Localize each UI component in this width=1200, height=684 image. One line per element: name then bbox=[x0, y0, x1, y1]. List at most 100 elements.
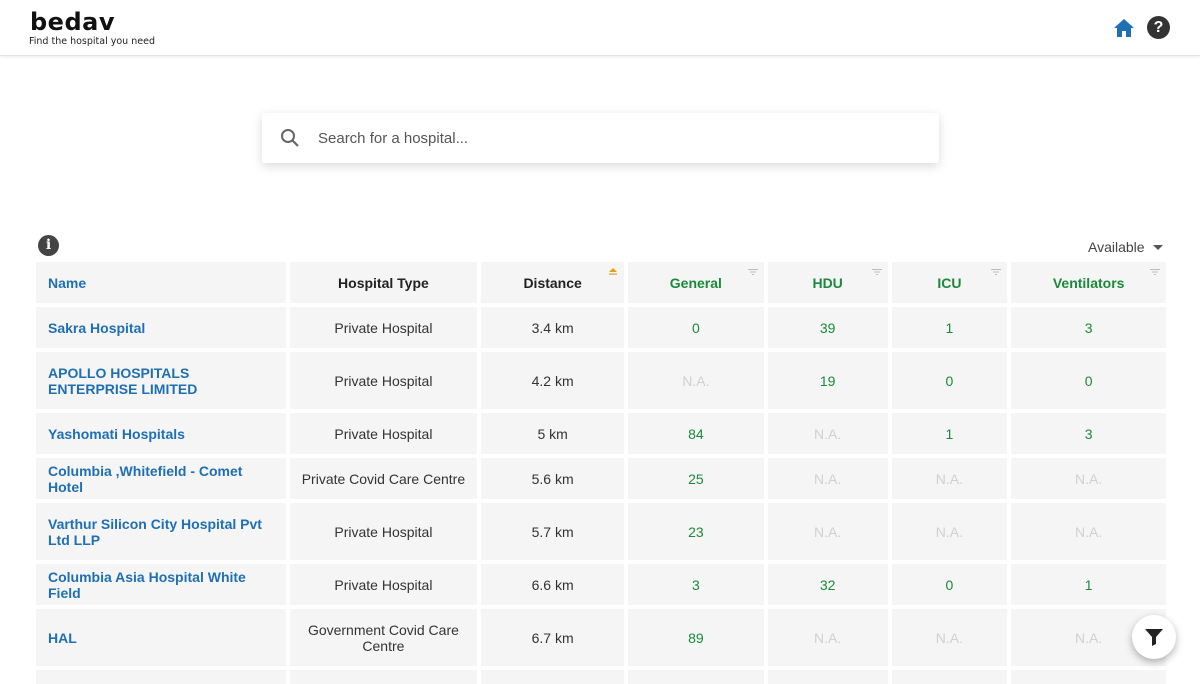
filter-button[interactable] bbox=[1132, 615, 1176, 659]
home-icon[interactable] bbox=[1112, 16, 1136, 40]
availability-dropdown-label: Available bbox=[1088, 239, 1145, 255]
ventilators-cell: 1 bbox=[1011, 564, 1166, 605]
column-header-name[interactable]: Name bbox=[36, 262, 286, 303]
icu-cell: N.A. bbox=[891, 458, 1008, 499]
hospital-type-cell: Private Hospital bbox=[289, 352, 478, 409]
brand[interactable]: bedav Find the hospital you need bbox=[29, 8, 155, 48]
table-row[interactable]: HAL Government Covid Care Centre 6.7 km … bbox=[36, 609, 1166, 666]
info-icon[interactable]: i bbox=[38, 235, 59, 256]
hospital-name-link[interactable]: APOLLO HOSPITALS ENTERPRISE LIMITED bbox=[36, 352, 286, 409]
hdu-cell: N.A. bbox=[767, 609, 888, 666]
hdu-cell: N.A. bbox=[767, 413, 888, 454]
table-row[interactable]: Yashomati Hospitals Private Hospital 5 k… bbox=[36, 413, 1166, 454]
hospital-type-cell: Private Hospital bbox=[289, 413, 478, 454]
general-cell: 0 bbox=[627, 307, 764, 348]
sort-icon[interactable] bbox=[871, 268, 882, 276]
hospital-name-link[interactable]: Sakra Hospital bbox=[36, 307, 286, 348]
brand-tagline: Find the hospital you need bbox=[29, 36, 155, 47]
ventilators-cell: 3 bbox=[1011, 413, 1166, 454]
table-cell bbox=[36, 670, 286, 684]
column-header-distance-label: Distance bbox=[523, 274, 582, 291]
general-cell: 23 bbox=[627, 503, 764, 560]
ventilators-cell: N.A. bbox=[1011, 503, 1166, 560]
column-header-hdu[interactable]: HDU bbox=[767, 262, 888, 303]
availability-dropdown[interactable]: Available bbox=[1088, 239, 1163, 255]
help-icon[interactable]: ? bbox=[1147, 16, 1170, 39]
search-icon bbox=[281, 129, 299, 147]
distance-cell: 4.2 km bbox=[481, 352, 624, 409]
column-header-icu-label: ICU bbox=[937, 274, 962, 291]
hdu-cell: 39 bbox=[767, 307, 888, 348]
hospital-name[interactable]: HAL bbox=[48, 629, 77, 646]
hospital-type-cell: Private Covid Care Centre bbox=[289, 458, 478, 499]
hospital-name-link[interactable]: Columbia Asia Hospital White Field bbox=[36, 564, 286, 605]
table-row[interactable]: Varthur Silicon City Hospital Pvt Ltd LL… bbox=[36, 503, 1166, 560]
table-row[interactable]: Columbia Asia Hospital White Field Priva… bbox=[36, 564, 1166, 605]
column-header-ventilators-label: Ventilators bbox=[1052, 274, 1125, 291]
column-header-distance[interactable]: Distance bbox=[481, 262, 624, 303]
icu-cell: 1 bbox=[891, 413, 1008, 454]
sort-icon[interactable] bbox=[747, 268, 758, 276]
ventilators-cell: N.A. bbox=[1011, 458, 1166, 499]
table-cell bbox=[481, 670, 624, 684]
hospital-name[interactable]: Columbia ,Whitefield - Comet Hotel bbox=[48, 462, 243, 495]
column-header-general[interactable]: General bbox=[627, 262, 764, 303]
hospital-type-cell: Private Hospital bbox=[289, 503, 478, 560]
hospital-type-cell: Private Hospital bbox=[289, 307, 478, 348]
distance-cell: 5.7 km bbox=[481, 503, 624, 560]
icu-cell: 1 bbox=[891, 307, 1008, 348]
brand-logo[interactable]: bedav bbox=[30, 8, 115, 36]
column-header-ventilators[interactable]: Ventilators bbox=[1011, 262, 1166, 303]
search-input[interactable] bbox=[318, 113, 918, 163]
table-cell bbox=[289, 670, 478, 684]
column-header-icu[interactable]: ICU bbox=[891, 262, 1008, 303]
table-row[interactable]: Columbia ,Whitefield - Comet Hotel Priva… bbox=[36, 458, 1166, 499]
hdu-cell: N.A. bbox=[767, 458, 888, 499]
general-cell: N.A. bbox=[627, 352, 764, 409]
hospital-name-link[interactable]: HAL bbox=[36, 609, 286, 666]
sort-icon[interactable] bbox=[1150, 268, 1160, 276]
hdu-cell: N.A. bbox=[767, 503, 888, 560]
icu-cell: 0 bbox=[891, 352, 1008, 409]
table-row[interactable]: Sakra Hospital Private Hospital 3.4 km 0… bbox=[36, 307, 1166, 348]
table-cell bbox=[767, 670, 888, 684]
table-row[interactable]: APOLLO HOSPITALS ENTERPRISE LIMITED Priv… bbox=[36, 352, 1166, 409]
table-cell bbox=[627, 670, 764, 684]
column-header-general-label: General bbox=[669, 274, 722, 291]
hospital-type-cell: Government Covid Care Centre bbox=[289, 609, 478, 666]
hospital-name[interactable]: Varthur Silicon City Hospital Pvt Ltd LL… bbox=[48, 515, 262, 548]
general-cell: 84 bbox=[627, 413, 764, 454]
hospital-table: Name Hospital Type Distance General HDU … bbox=[36, 262, 1166, 684]
table-cell bbox=[891, 670, 1008, 684]
column-header-hdu-label: HDU bbox=[812, 274, 843, 291]
distance-cell: 6.7 km bbox=[481, 609, 624, 666]
column-header-hospital-type[interactable]: Hospital Type bbox=[289, 262, 478, 303]
icu-cell: N.A. bbox=[891, 503, 1008, 560]
app-header: bedav Find the hospital you need ? bbox=[0, 0, 1200, 56]
search-bar bbox=[262, 113, 939, 163]
hospital-name[interactable]: Yashomati Hospitals bbox=[48, 425, 185, 442]
icu-cell: 0 bbox=[891, 564, 1008, 605]
hospital-name[interactable]: Sakra Hospital bbox=[48, 319, 146, 336]
hospital-name[interactable]: Columbia Asia Hospital White Field bbox=[48, 568, 246, 601]
distance-cell: 5 km bbox=[481, 413, 624, 454]
filter-icon bbox=[1145, 629, 1163, 646]
distance-cell: 6.6 km bbox=[481, 564, 624, 605]
hospital-name-link[interactable]: Yashomati Hospitals bbox=[36, 413, 286, 454]
table-header-row: Name Hospital Type Distance General HDU … bbox=[36, 262, 1166, 303]
hospital-name-link[interactable]: Columbia ,Whitefield - Comet Hotel bbox=[36, 458, 286, 499]
general-cell: 3 bbox=[627, 564, 764, 605]
caret-down-icon bbox=[1152, 244, 1163, 250]
ventilators-cell: 0 bbox=[1011, 352, 1166, 409]
ventilators-cell: 3 bbox=[1011, 307, 1166, 348]
hospital-name[interactable]: APOLLO HOSPITALS ENTERPRISE LIMITED bbox=[48, 364, 198, 397]
sort-icon[interactable] bbox=[991, 268, 1002, 276]
general-cell: 89 bbox=[627, 609, 764, 666]
table-cell bbox=[1011, 670, 1166, 684]
sort-asc-icon[interactable] bbox=[608, 268, 618, 276]
distance-cell: 3.4 km bbox=[481, 307, 624, 348]
table-row bbox=[36, 670, 1166, 684]
distance-cell: 5.6 km bbox=[481, 458, 624, 499]
general-cell: 25 bbox=[627, 458, 764, 499]
hospital-name-link[interactable]: Varthur Silicon City Hospital Pvt Ltd LL… bbox=[36, 503, 286, 560]
